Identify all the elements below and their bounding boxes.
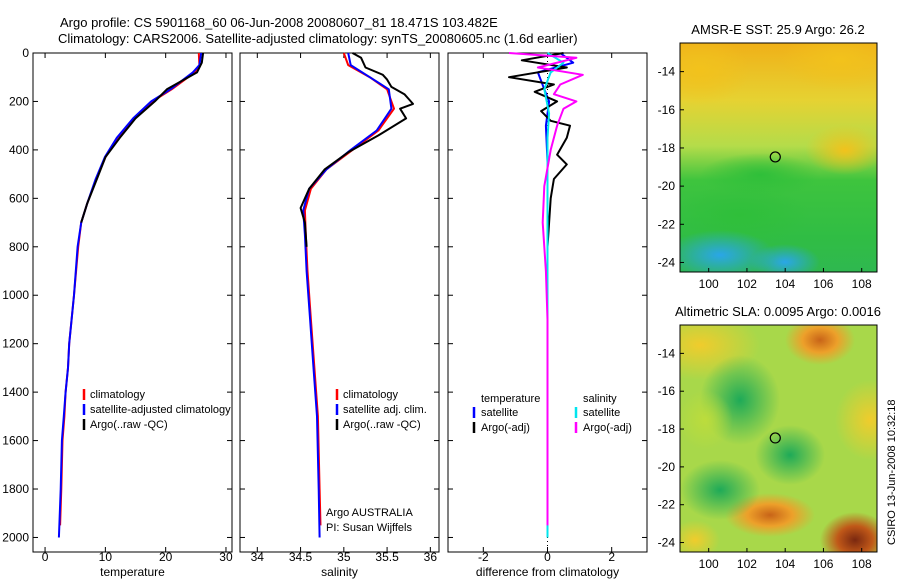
- series-line-satellite-adj-clim-: [302, 52, 393, 538]
- x-tick-label: 10: [99, 550, 113, 564]
- argo-australia-annotation: Argo AUSTRALIA: [326, 507, 413, 519]
- y-tick-label: 1400: [2, 385, 29, 399]
- figure-title-line2: Climatology: CARS2006. Satellite-adjuste…: [58, 31, 578, 46]
- series-line-salinity-argo-adj-: [508, 52, 584, 526]
- series-line-argo-raw-qc-: [299, 52, 414, 247]
- y-tick-label: 1200: [2, 337, 29, 351]
- x-tick-label: 0: [544, 550, 551, 564]
- credit-text: CSIRO 13-Jun-2008 10:32:18: [886, 399, 898, 545]
- map-x-tick-label: 100: [699, 557, 719, 571]
- map-y-tick-label: -18: [658, 422, 676, 436]
- argo-position-marker: [769, 151, 781, 163]
- figure-title-line1: Argo profile: CS 5901168_60 06-Jun-2008 …: [60, 15, 498, 30]
- map-x-tick-label: 108: [852, 277, 872, 291]
- map-x-tick-label: 106: [813, 557, 833, 571]
- series-line-salinity-satellite: [543, 52, 565, 538]
- map-x-tick-label: 100: [699, 277, 719, 291]
- map-y-tick-label: -22: [658, 217, 676, 231]
- legend-label: satellite adj. clim.: [343, 404, 427, 416]
- y-tick-label: 800: [9, 240, 29, 254]
- map-x-tick-label: 106: [813, 277, 833, 291]
- map-x-tick-label: 104: [775, 557, 795, 571]
- legend-label: satellite: [583, 407, 620, 419]
- plot-frame: [32, 52, 233, 553]
- sla-map-axes: 100 102 104 106 108 -14 -16 -18 -20 -22 -24: [658, 324, 878, 571]
- legend-title: temperature: [481, 393, 540, 405]
- map-y-tick-label: -22: [658, 498, 676, 512]
- y-tick-label: 1000: [2, 288, 29, 302]
- map-y-tick-label: -20: [658, 179, 676, 193]
- pi-annotation: PI: Susan Wijffels: [326, 522, 412, 534]
- legend-label: climatology: [343, 389, 399, 401]
- argo-position-marker: [769, 432, 781, 444]
- x-tick-label: -2: [478, 550, 489, 564]
- y-tick-label: 600: [9, 191, 29, 205]
- temperature-panel: 0 10 20 30 temperature 0 200 400 600 800 1000 1200 1…: [2, 46, 233, 579]
- map-y-tick-label: -14: [658, 65, 676, 79]
- legend-label: climatology: [90, 389, 146, 401]
- x-axis-label: salinity: [321, 565, 358, 579]
- map-x-tick-label: 102: [737, 557, 757, 571]
- x-tick-label: 34.5: [289, 550, 313, 564]
- map-x-tick-label: 102: [737, 277, 757, 291]
- sst-map-title: AMSR-E SST: 25.9 Argo: 26.2: [691, 22, 864, 37]
- x-axis-label: temperature: [100, 565, 165, 579]
- map-x-tick-label: 104: [775, 277, 795, 291]
- series-line-argo-raw-qc-: [80, 52, 205, 223]
- x-tick-label: 2: [608, 550, 615, 564]
- y-tick-label: 1600: [2, 434, 29, 448]
- legend-label: Argo(..raw -QC): [343, 419, 421, 431]
- salinity-panel: 34 34.5 35 35.5 36 salinity climatology satelli…: [239, 52, 440, 579]
- map-y-tick-label: -16: [658, 384, 676, 398]
- map-x-tick-label: 108: [852, 557, 872, 571]
- map-y-tick-label: -18: [658, 141, 676, 155]
- map-y-tick-label: -16: [658, 103, 676, 117]
- y-tick-label: 200: [9, 94, 29, 108]
- legend-label: Argo(-adj): [481, 422, 530, 434]
- y-tick-label: 1800: [2, 482, 29, 496]
- x-tick-label: 20: [159, 550, 173, 564]
- map-y-tick-label: -14: [658, 346, 676, 360]
- sst-map-axes: 100 102 104 106 108 -14 -16 -18 -20 -22 -24: [658, 42, 878, 291]
- sla-heatmap-field: [680, 325, 877, 552]
- x-tick-label: 36: [424, 550, 438, 564]
- sla-map-title: Altimetric SLA: 0.0095 Argo: 0.0016: [675, 304, 881, 319]
- x-axis-label: difference from climatology: [476, 565, 619, 579]
- map-y-tick-label: -24: [658, 536, 676, 550]
- sst-heatmap-field: [680, 43, 877, 272]
- x-tick-label: 30: [219, 550, 233, 564]
- y-tick-label: 0: [22, 46, 29, 60]
- y-tick-label: 400: [9, 143, 29, 157]
- series-line-temperature-argo-adj-: [508, 52, 571, 526]
- legend-label: satellite: [481, 407, 518, 419]
- y-tick-label: 2000: [2, 530, 29, 544]
- map-frame: [679, 42, 878, 273]
- plot-frame: [239, 52, 440, 553]
- map-y-tick-label: -24: [658, 255, 676, 269]
- x-tick-label: 35.5: [375, 550, 399, 564]
- legend-title: salinity: [583, 393, 617, 405]
- legend-label: Argo(..raw -QC): [90, 419, 168, 431]
- map-y-tick-label: -20: [658, 460, 676, 474]
- x-tick-label: 35: [337, 550, 351, 564]
- legend-label: satellite-adjusted climatology: [90, 404, 231, 416]
- x-tick-label: 0: [42, 550, 49, 564]
- map-frame: [679, 324, 878, 553]
- x-tick-label: 34: [251, 550, 265, 564]
- legend-label: Argo(-adj): [583, 422, 632, 434]
